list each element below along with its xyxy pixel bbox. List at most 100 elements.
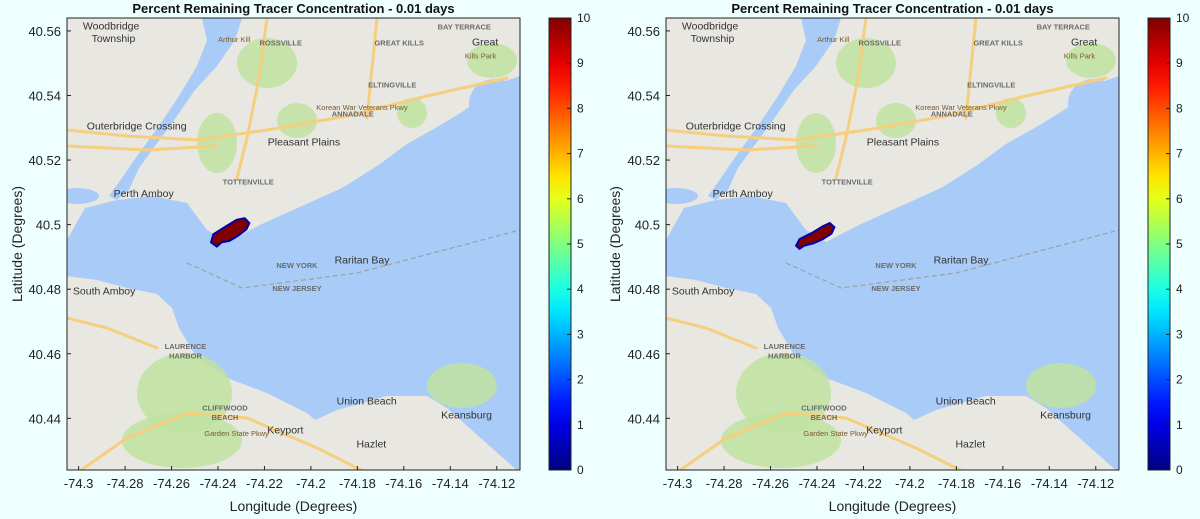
colorbar-tick-label: 10 bbox=[577, 11, 591, 25]
map-label: ANNADALE bbox=[931, 109, 973, 118]
x-tick-label: -74.22 bbox=[246, 476, 283, 491]
map-label: Garden State Pkwy bbox=[803, 429, 868, 438]
raritan-river-water bbox=[67, 188, 99, 204]
colorbar-tick-label: 10 bbox=[1176, 11, 1190, 25]
map-label: ANNADALE bbox=[332, 109, 374, 118]
map-label: Korean War Veterans Pkwy bbox=[915, 103, 1007, 112]
arthur-kill-water bbox=[708, 18, 841, 200]
great-kills-harbor-water bbox=[1068, 79, 1119, 127]
map-label: Township bbox=[92, 33, 136, 45]
map-label: HARBOR bbox=[169, 352, 202, 361]
x-tick-label: -74.16 bbox=[385, 476, 422, 491]
map-label: LAURENCE bbox=[165, 342, 207, 351]
colorbar-tick-label: 2 bbox=[577, 373, 584, 387]
map-label: ELTINGVILLE bbox=[967, 80, 1015, 89]
x-tick-label: -74.26 bbox=[153, 476, 190, 491]
x-tick-label: -74.22 bbox=[845, 476, 882, 491]
map-label: TOTTENVILLE bbox=[223, 177, 274, 186]
road bbox=[67, 144, 219, 152]
map-label: Woodbridge bbox=[682, 20, 739, 32]
x-tick-label: -74.24 bbox=[799, 476, 836, 491]
chart-title: Percent Remaining Tracer Concentration -… bbox=[132, 1, 454, 16]
map-label: Woodbridge bbox=[83, 20, 140, 32]
x-tick-label: -74.2 bbox=[895, 476, 925, 491]
park-area bbox=[796, 113, 836, 173]
raritan-bay-water bbox=[67, 76, 520, 470]
map-label: Kills Park bbox=[1064, 51, 1096, 60]
map-label: Hazlet bbox=[356, 438, 386, 450]
y-tick-label: 40.46 bbox=[28, 347, 61, 362]
map-label: Great bbox=[1071, 36, 1097, 48]
map-label: South Amboy bbox=[73, 286, 136, 298]
y-tick-label: 40.44 bbox=[28, 411, 61, 426]
park-area bbox=[197, 113, 237, 173]
map-label: CLIFFWOOD bbox=[801, 403, 847, 412]
x-tick-label: -74.14 bbox=[432, 476, 469, 491]
map-label: Perth Amboy bbox=[114, 188, 175, 200]
map-label: ROSSVILLE bbox=[858, 38, 901, 47]
park-area bbox=[237, 38, 297, 88]
colorbar-tick-label: 2 bbox=[1176, 373, 1183, 387]
map-label: GREAT KILLS bbox=[374, 38, 423, 47]
plot-frame bbox=[66, 17, 521, 471]
y-tick-label: 40.54 bbox=[627, 88, 660, 103]
road bbox=[235, 18, 269, 180]
y-tick-label: 40.52 bbox=[627, 153, 660, 168]
colorbar-tick-label: 9 bbox=[577, 56, 584, 70]
tracer-plume bbox=[794, 221, 836, 251]
y-tick-label: 40.5 bbox=[635, 218, 660, 233]
x-tick-label: -74.28 bbox=[107, 476, 144, 491]
map-label: HARBOR bbox=[768, 352, 801, 361]
road bbox=[834, 18, 868, 180]
road bbox=[67, 316, 159, 350]
map-label: NEW JERSEY bbox=[871, 284, 920, 293]
map-label: Keyport bbox=[866, 425, 902, 437]
map-label: BAY TERRACE bbox=[1037, 22, 1090, 31]
y-tick-label: 40.44 bbox=[627, 411, 660, 426]
plot-frame bbox=[665, 17, 1120, 471]
map-label: Keyport bbox=[267, 425, 303, 437]
road bbox=[67, 76, 509, 142]
x-tick-label: -74.26 bbox=[752, 476, 789, 491]
y-tick-label: 40.52 bbox=[28, 153, 61, 168]
park-area bbox=[137, 353, 232, 433]
road bbox=[78, 411, 365, 470]
y-tick-label: 40.56 bbox=[627, 24, 660, 39]
raritan-river-water bbox=[666, 188, 698, 204]
colorbar-tick-label: 8 bbox=[1176, 101, 1183, 115]
map-label: BEACH bbox=[212, 413, 239, 422]
map-label: Pleasant Plains bbox=[867, 137, 939, 149]
map-label: GREAT KILLS bbox=[973, 38, 1022, 47]
map-label: Perth Amboy bbox=[713, 188, 774, 200]
x-axis-label: Longitude (Degrees) bbox=[230, 498, 358, 514]
map-label: TOTTENVILLE bbox=[822, 177, 873, 186]
park-area bbox=[876, 103, 916, 138]
park-area bbox=[427, 363, 497, 408]
map-label: Outerbridge Crossing bbox=[686, 120, 786, 132]
x-tick-label: -74.18 bbox=[339, 476, 376, 491]
colorbar-tick-label: 9 bbox=[1176, 56, 1183, 70]
map-label: Township bbox=[691, 33, 735, 45]
map-label: BEACH bbox=[811, 413, 838, 422]
x-tick-label: -74.3 bbox=[64, 476, 94, 491]
state-boundary bbox=[785, 229, 1119, 289]
map-label: NEW JERSEY bbox=[272, 284, 321, 293]
x-tick-label: -74.14 bbox=[1031, 476, 1068, 491]
road bbox=[964, 18, 978, 120]
x-tick-label: -74.16 bbox=[984, 476, 1021, 491]
park-area bbox=[996, 98, 1026, 128]
colorbar-tick-label: 6 bbox=[577, 192, 584, 206]
map-label: Hazlet bbox=[955, 438, 985, 450]
colorbar-tick-label: 0 bbox=[1176, 463, 1183, 477]
map-label: ROSSVILLE bbox=[259, 38, 302, 47]
chart-title: Percent Remaining Tracer Concentration -… bbox=[731, 1, 1053, 16]
park-area bbox=[397, 98, 427, 128]
colorbar-tick-label: 8 bbox=[577, 101, 584, 115]
colorbar-tick-label: 1 bbox=[577, 418, 584, 432]
map-label: Keansburg bbox=[1040, 409, 1091, 421]
map-label: Raritan Bay bbox=[335, 254, 391, 266]
park-area bbox=[1066, 43, 1116, 78]
